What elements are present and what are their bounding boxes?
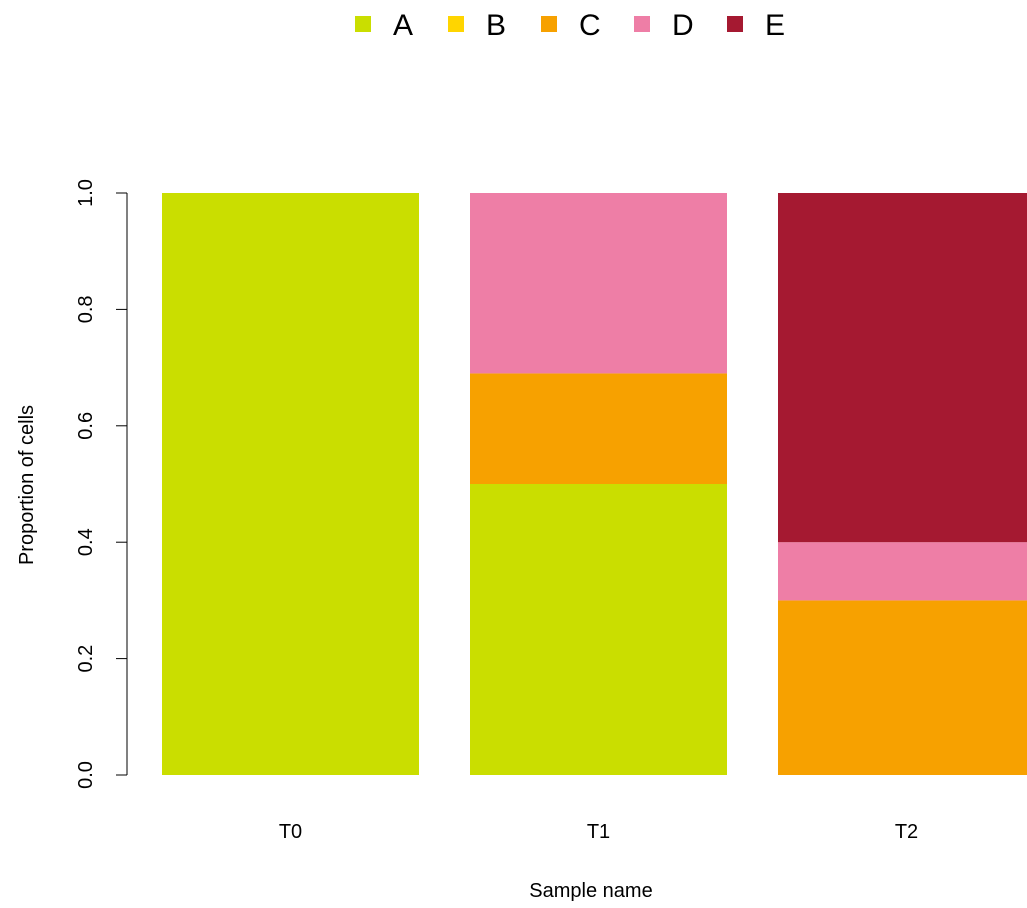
bar-segment-t2-c	[778, 600, 1027, 775]
bar-segment-t1-c	[470, 373, 727, 484]
x-tick-label: T1	[587, 821, 610, 843]
bar-segment-t1-d	[470, 193, 727, 374]
y-tick-label: 0.0	[75, 761, 97, 789]
y-tick-label: 0.8	[75, 295, 97, 323]
y-tick-label: 0.6	[75, 412, 97, 440]
bar-segment-t1-a	[470, 484, 727, 775]
legend-label: C	[579, 9, 601, 42]
legend-swatch	[634, 16, 650, 32]
legend-label: A	[393, 9, 413, 42]
legend-swatch	[541, 16, 557, 32]
bars	[162, 193, 1027, 775]
legend-item-b: B	[448, 9, 506, 42]
y-tick-label: 0.4	[75, 528, 97, 556]
legend-swatch	[448, 16, 464, 32]
legend-label: D	[672, 9, 694, 42]
legend-label: E	[765, 9, 785, 42]
legend-item-a: A	[355, 9, 413, 42]
x-tick-label: T0	[279, 821, 302, 843]
x-tick-label: T2	[895, 821, 918, 843]
x-axis: T0 T1 T2	[279, 821, 918, 843]
legend-item-c: C	[541, 9, 601, 42]
y-tick-label: 1.0	[75, 179, 97, 207]
y-tick-label: 0.2	[75, 645, 97, 673]
legend-item-d: D	[634, 9, 694, 42]
y-axis: 0.0 0.2 0.4 0.6 0.8 1.0	[75, 179, 128, 789]
legend-item-e: E	[727, 9, 785, 42]
y-axis-label: Proportion of cells	[16, 405, 38, 565]
legend-swatch	[727, 16, 743, 32]
legend: A B C D E	[355, 9, 785, 42]
bar-segment-t2-d	[778, 542, 1027, 601]
bar-segment-t2-e	[778, 193, 1027, 543]
legend-label: B	[486, 9, 506, 42]
legend-swatch	[355, 16, 371, 32]
bar-segment-t0-a	[162, 193, 419, 775]
x-axis-label: Sample name	[529, 880, 652, 902]
